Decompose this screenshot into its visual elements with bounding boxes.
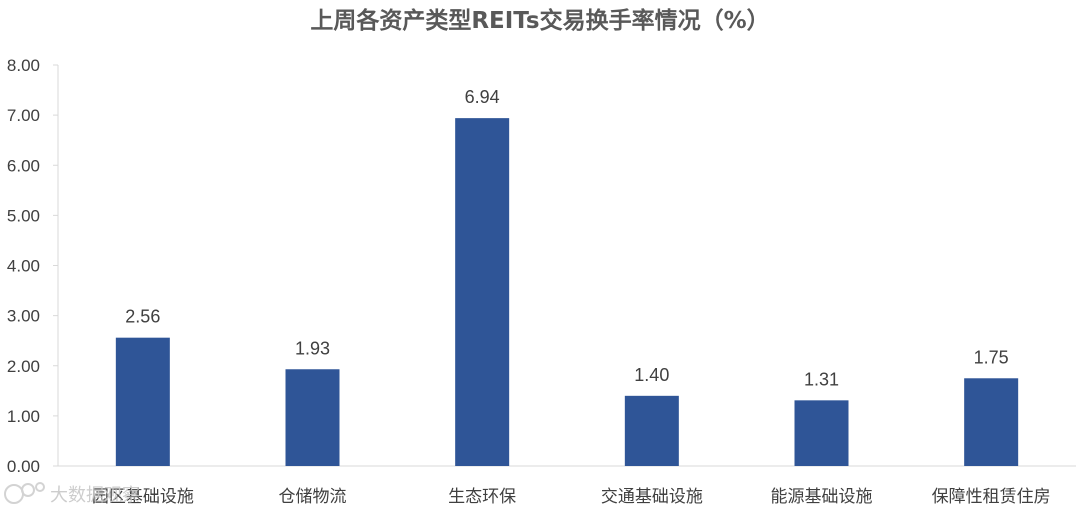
x-category-label: 交通基础设施 [601,487,703,507]
y-tick-label: 4.00 [7,257,40,276]
x-category-label: 能源基础设施 [771,487,873,507]
x-category-label: 保障性租赁住房 [932,487,1051,507]
bar [794,400,849,466]
x-category-label: 园区基础设施 [92,487,194,507]
plot-area: 0.00 1.00 2.00 3.00 4.00 5.00 6.00 7.00 8.00 2.56… [7,56,1076,507]
bar-value-label: 1.93 [295,338,330,358]
y-tick-label: 1.00 [7,407,40,426]
y-tick-label: 7.00 [7,106,40,125]
y-tick-label: 5.00 [7,206,40,225]
bar-value-label: 2.56 [125,307,160,327]
chart-title: 上周各资产类型REITs交易换手率情况（%） [310,7,769,34]
y-tick-label: 8.00 [7,56,40,75]
bar [964,378,1019,466]
bar-value-label: 6.94 [465,87,500,107]
y-tick-label: 6.00 [7,156,40,175]
bar [624,395,679,466]
bar [115,337,170,466]
y-tick-label: 2.00 [7,357,40,376]
watermark: 大数据观察 [4,482,140,506]
bar [455,118,510,466]
bar-value-label: 1.75 [974,347,1009,367]
bar-value-label: 1.40 [634,365,669,385]
x-category-label: 生态环保 [448,487,516,507]
watermark-text: 大数据观察 [50,485,140,506]
watermark-logo-icon [4,482,45,504]
y-tick-label: 3.00 [7,307,40,326]
bar-value-label: 1.31 [804,369,839,389]
bar [285,369,340,466]
y-tick-label: 0.00 [7,457,40,476]
x-category-label: 仓储物流 [279,487,347,507]
